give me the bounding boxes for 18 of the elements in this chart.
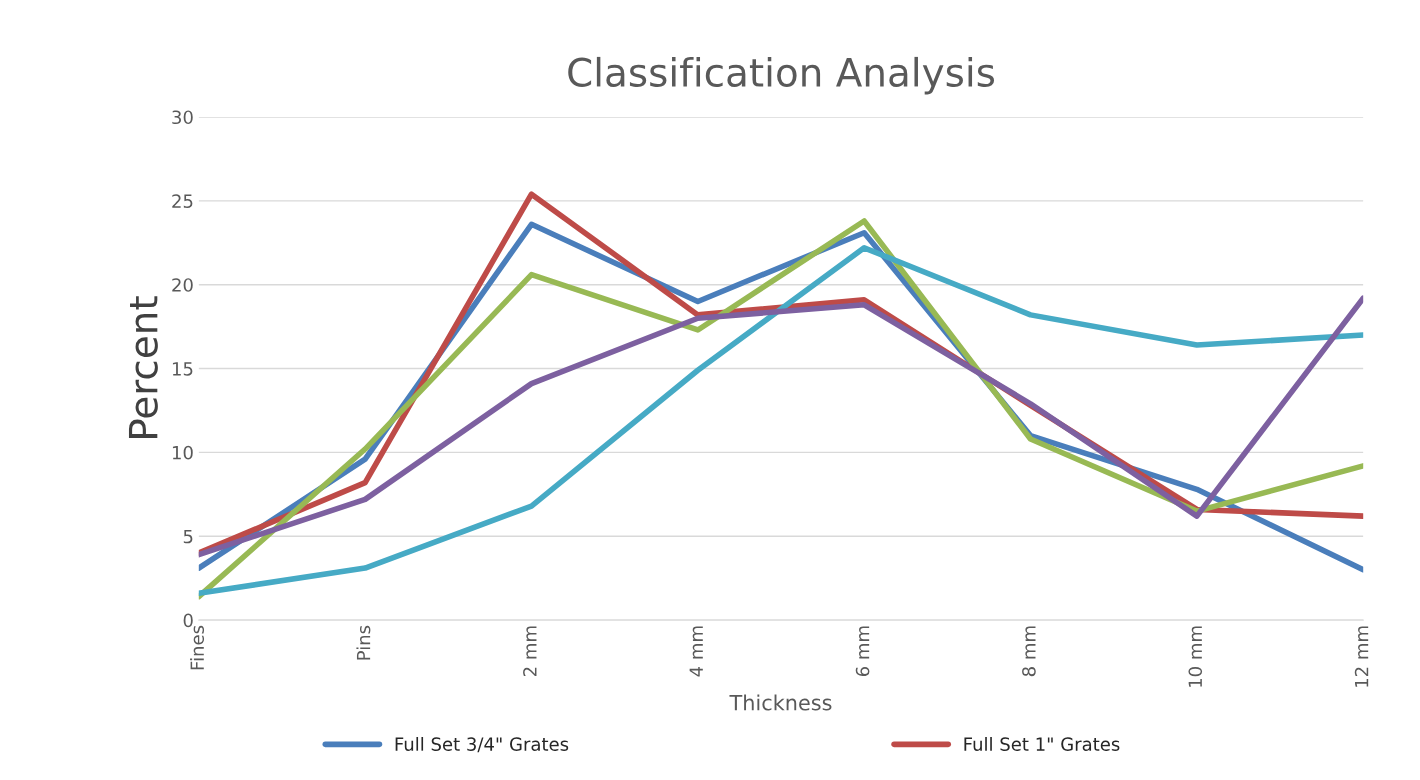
x-tick-label: 2 mm — [523, 626, 537, 677]
y-tick-label: 5 — [183, 529, 193, 544]
y-tick-label: 30 — [172, 110, 193, 125]
x-tick-label: 12 mm — [1354, 626, 1369, 687]
y-tick-label: 25 — [172, 194, 193, 208]
chart-title: Classification Analysis — [568, 56, 995, 95]
x-tick-label: 4 mm — [689, 626, 703, 677]
legend-label: Full Set 3/4" Grates — [395, 736, 569, 753]
legend-label: Full Set 1" Grates — [964, 736, 1120, 751]
y-axis-title: Percent — [128, 296, 158, 438]
y-tick-label: 15 — [172, 362, 193, 376]
y-tick-label: 10 — [172, 445, 193, 460]
x-tick-label: Pins — [356, 625, 371, 660]
y-tick-label: 20 — [172, 278, 193, 292]
x-axis-title: Thickness — [729, 694, 832, 711]
x-tick-label: 6 mm — [855, 626, 870, 677]
x-tick-label: 8 mm — [1022, 626, 1036, 677]
x-tick-label: 10 mm — [1188, 626, 1203, 687]
